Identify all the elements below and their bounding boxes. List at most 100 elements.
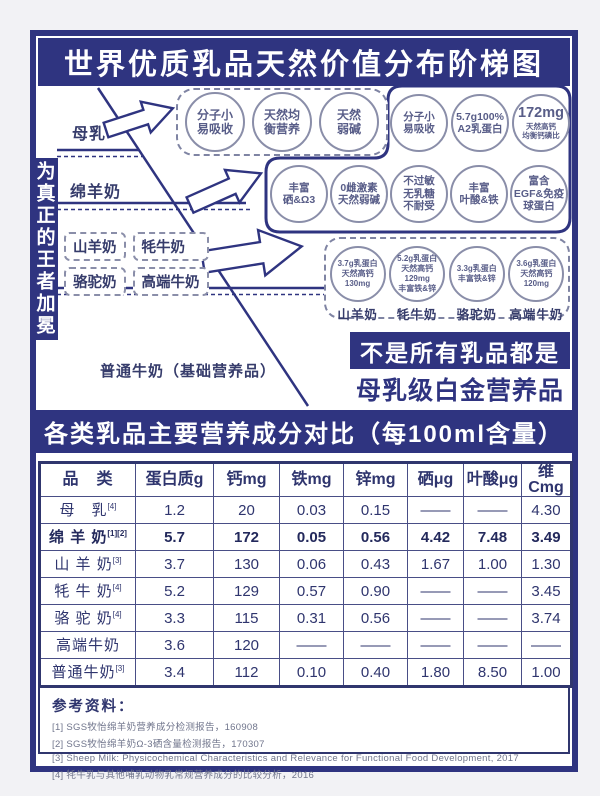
column-header: 品 类 (39, 462, 136, 497)
side-banner: 为真正的王者加冕 (30, 158, 58, 340)
value-cell: 1.30 (521, 550, 572, 578)
value-cell: 0.05 (279, 523, 344, 551)
tier2-arrow-icon (183, 157, 269, 221)
reference-item: [3] Sheep Milk: Physicochemical Characte… (52, 753, 519, 764)
value-cell: 3.6 (135, 631, 214, 659)
value-cell: —— (463, 496, 522, 524)
reference-item: [1] SGS牧怡绵羊奶营养成分检测报告，160908 (52, 722, 259, 733)
tier1-arrow-icon (101, 93, 178, 145)
value-cell: 120 (213, 631, 280, 659)
column-header: 锌mg (343, 462, 408, 497)
value-cell: —— (463, 604, 522, 632)
milk-feature-item: 3.7g乳蛋白 天然高钙 130mg 山羊奶 (329, 246, 386, 323)
value-cell: 112 (213, 658, 280, 687)
value-cell: 3.74 (521, 604, 572, 632)
value-cell: 7.48 (463, 523, 522, 551)
feature-bubble: 3.6g乳蛋白 天然高钙 120mg (508, 246, 565, 302)
table-row: 母 乳[4] 1.2 20 0.03 0.15 —— —— 4.30 (39, 496, 572, 524)
value-cell: —— (407, 604, 464, 632)
value-cell: —— (343, 631, 408, 659)
value-cell: 3.4 (135, 658, 214, 687)
feature-bubble: 0雌激素 天然弱碱 (330, 165, 388, 223)
feature-bubble: 富含 EGF&免疫 球蛋白 (510, 165, 568, 223)
column-header: 硒μg (407, 462, 464, 497)
value-cell: 0.31 (279, 604, 344, 632)
feature-bubble: 天然均 衡营养 (252, 92, 312, 152)
reference-item: [2] SGS牧怡绵羊奶Ω-3硒含量检测报告，170307 (52, 739, 265, 750)
value-cell: 5.2 (135, 577, 214, 605)
feature-bubble: 5.7g100% A2乳蛋白 (451, 94, 509, 152)
table-header-row: 品 类蛋白质g 钙mg 铁mg 锌mg 硒μg 叶酸μg 维Cmg (39, 462, 572, 497)
value-cell: 3.49 (521, 523, 572, 551)
milk-type-cell: 牦 牛 奶[4] (39, 577, 136, 605)
reference-item: [4] 牦牛乳与其他哺乳动物乳常规营养成分的比较分析，2016 (52, 770, 315, 781)
feature-bubble: 172mg 天然高钙 均衡钙磷比 (512, 94, 570, 152)
value-cell: 0.40 (343, 658, 408, 687)
milk-feature-item: 5.2g乳蛋白 天然高钙129mg 丰富铁&锌 牦牛奶 (389, 246, 446, 323)
sheep-milk-feature-row-top: 分子小 易吸收 5.7g100% A2乳蛋白 172mg 天然高钙 均衡钙磷比 (390, 92, 570, 154)
value-cell: 1.00 (521, 658, 572, 687)
tier3-arrow-icon (199, 224, 305, 285)
milk-type-cell: 高端牛奶 (39, 631, 136, 659)
milk-type-cell: 山 羊 奶[3] (39, 550, 136, 578)
references-title: 参考资料： (52, 699, 135, 715)
column-header: 叶酸μg (463, 462, 522, 497)
value-cell: 172 (213, 523, 280, 551)
table-row: 山 羊 奶[3] 3.7 130 0.06 0.43 1.67 1.00 1.30 (39, 550, 572, 578)
value-cell: —— (407, 496, 464, 524)
feature-bubble: 丰富 硒&Ω3 (270, 165, 328, 223)
value-cell: 1.67 (407, 550, 464, 578)
value-cell: 20 (213, 496, 280, 524)
slogan-line1: 不是所有乳品都是 (350, 332, 570, 369)
value-cell: 1.00 (463, 550, 522, 578)
value-cell: 1.2 (135, 496, 214, 524)
milk-feature-item: 3.3g乳蛋白 丰富铁&锌骆驼奶 (448, 246, 505, 323)
value-cell: —— (521, 631, 572, 659)
references-list: [1] SGS牧怡绵羊奶营养成分检测报告，160908 [2] SGS牧怡绵羊奶Ω… (52, 719, 556, 781)
tier4-label: 普通牛奶（基础营养品） (100, 363, 277, 380)
tier1-label: 母乳 (72, 126, 107, 143)
value-cell: 115 (213, 604, 280, 632)
value-cell: 0.10 (279, 658, 344, 687)
milk-type-cell: 绵 羊 奶[1][2] (39, 523, 136, 551)
value-cell: 8.50 (463, 658, 522, 687)
value-cell: 0.06 (279, 550, 344, 578)
value-cell: 0.90 (343, 577, 408, 605)
milk-type-cell: 骆 驼 奶[4] (39, 604, 136, 632)
value-cell: 130 (213, 550, 280, 578)
milk-feature-item: 3.6g乳蛋白 天然高钙 120mg 高端牛奶 (508, 246, 565, 323)
value-cell: 0.56 (343, 523, 408, 551)
tier3-milk-box: 高端牛奶 (132, 267, 209, 296)
feature-bubble: 天然 弱碱 (319, 92, 379, 152)
value-cell: 0.56 (343, 604, 408, 632)
table-section-title: 各类乳品主要营养成分对比（每100ml含量） (36, 410, 572, 453)
milk-name-label: 山羊奶 (337, 308, 378, 322)
value-cell: 0.43 (343, 550, 408, 578)
value-cell: 129 (213, 577, 280, 605)
column-header: 钙mg (213, 462, 280, 497)
feature-bubble: 不过敏 无乳糖 不耐受 (390, 165, 448, 223)
value-cell: —— (463, 577, 522, 605)
breast-milk-feature-group: 分子小 易吸收 天然均 衡营养 天然 弱碱 (176, 88, 388, 156)
value-cell: 3.3 (135, 604, 214, 632)
milk-name-label: 高端牛奶 (509, 308, 564, 322)
feature-bubble: 丰富 叶酸&铁 (450, 165, 508, 223)
value-cell: 1.80 (407, 658, 464, 687)
tier3-milk-box: 骆驼奶 (64, 267, 126, 296)
column-header: 维Cmg (521, 462, 572, 497)
milk-name-label: 骆驼奶 (456, 308, 498, 322)
column-header: 蛋白质g (135, 462, 214, 497)
feature-bubble: 5.2g乳蛋白 天然高钙129mg 丰富铁&锌 (389, 246, 446, 302)
feature-bubble: 3.3g乳蛋白 丰富铁&锌 (448, 246, 505, 302)
milk-type-cell: 母 乳[4] (39, 496, 136, 524)
value-cell: —— (279, 631, 344, 659)
value-cell: 0.57 (279, 577, 344, 605)
value-cell: 0.15 (343, 496, 408, 524)
value-cell: —— (407, 631, 464, 659)
value-cell: —— (463, 631, 522, 659)
slogan-line2: 母乳级白金营养品 (355, 377, 564, 405)
table-row: 普通牛奶[3] 3.4 112 0.10 0.40 1.80 8.50 1.00 (39, 658, 572, 687)
value-cell: 0.03 (279, 496, 344, 524)
table-row: 骆 驼 奶[4] 3.3 115 0.31 0.56 —— —— 3.74 (39, 604, 572, 632)
side-banner-label: 为真正的王者加冕 (33, 161, 55, 337)
